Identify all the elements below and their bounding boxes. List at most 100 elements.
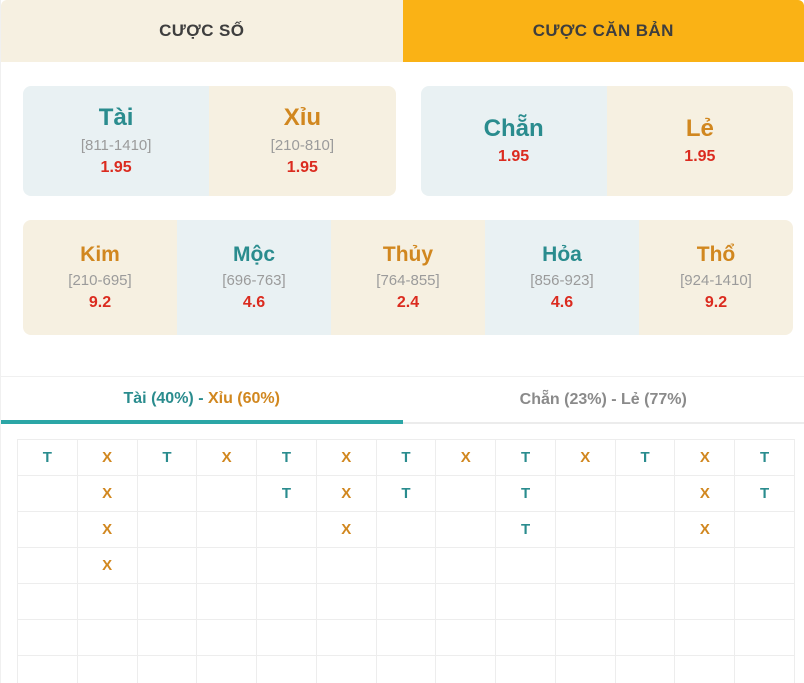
history-cell: T — [257, 476, 317, 512]
history-cell — [137, 584, 198, 620]
history-cell — [735, 656, 795, 683]
bet-odds: 1.95 — [286, 158, 318, 176]
bet-name: Tài — [98, 104, 134, 132]
bet-range: [856-923] — [530, 271, 594, 289]
history-tab-tai-xiu[interactable]: Tài (40%) - Xỉu (60%) — [1, 377, 403, 424]
history-cell — [735, 512, 795, 548]
history-tab-chan-le[interactable]: Chẵn (23%) - Lẻ (77%) — [402, 377, 804, 424]
bet-odds: 9.2 — [704, 293, 728, 311]
history-cell — [436, 620, 497, 656]
bet-range: [811-1410] — [80, 136, 152, 154]
bet-odds: 1.95 — [498, 147, 530, 165]
bet-range: [924-1410] — [680, 271, 752, 289]
history-cell: X — [316, 476, 377, 512]
tab-cuoc-can-ban[interactable]: CƯỢC CĂN BẢN — [402, 0, 804, 62]
bet-name: Hỏa — [542, 243, 582, 267]
bet-odds: 1.95 — [684, 147, 716, 165]
bet-range: [210-810] — [270, 136, 335, 154]
history-cell — [197, 548, 258, 584]
history-cell — [615, 620, 676, 656]
history-cell — [735, 620, 795, 656]
history-cell — [735, 584, 795, 620]
history-cell — [18, 512, 78, 548]
bet-option-thuy[interactable]: Thủy [764-855] 2.4 — [331, 220, 485, 335]
history-cell — [436, 548, 497, 584]
history-cell — [257, 656, 317, 683]
history-cell — [377, 656, 437, 683]
history-cell — [376, 512, 437, 548]
history-cell — [197, 620, 258, 656]
history-cell — [137, 512, 198, 548]
bet-option-tho[interactable]: Thổ [924-1410] 9.2 — [639, 220, 793, 335]
bet-option-tai[interactable]: Tài [811-1410] 1.95 — [23, 86, 210, 196]
bet-name: Lẻ — [685, 115, 714, 143]
history-cell: T — [376, 476, 437, 512]
bet-range: [764-855] — [376, 271, 440, 289]
history-tab-bar: Tài (40%) - Xỉu (60%) Chẵn (23%) - Lẻ (7… — [1, 377, 804, 424]
history-cell — [556, 656, 616, 683]
tab-cuoc-so[interactable]: CƯỢC SỐ — [1, 0, 403, 62]
history-cell — [675, 620, 736, 656]
bet-option-xiu[interactable]: Xỉu [210-810] 1.95 — [209, 86, 396, 196]
history-cell — [615, 512, 676, 548]
history-cell: X — [77, 548, 138, 584]
history-cell — [77, 584, 138, 620]
bet-name: Thủy — [382, 243, 434, 267]
history-cell — [18, 476, 78, 512]
top-tab-bar: CƯỢC SỐ CƯỢC CĂN BẢN — [1, 0, 804, 62]
bet-row-main: Tài [811-1410] 1.95 Xỉu [210-810] 1.95 C… — [23, 86, 793, 196]
history-cell: X — [436, 440, 497, 476]
history-cell: T — [496, 440, 556, 476]
history-cell — [615, 476, 676, 512]
history-cell — [138, 656, 198, 683]
history-cell — [615, 584, 676, 620]
history-cell: T — [735, 440, 795, 476]
history-cell — [436, 476, 497, 512]
history-cell — [436, 656, 497, 683]
history-cell: T — [376, 440, 437, 476]
bet-name: Chẵn — [483, 115, 544, 143]
history-cell — [675, 584, 736, 620]
history-cell — [137, 476, 198, 512]
bet-odds: 2.4 — [396, 293, 420, 311]
history-cell — [257, 584, 317, 620]
history-cell — [137, 548, 198, 584]
history-cell — [137, 620, 198, 656]
bet-name: Mộc — [233, 243, 275, 267]
history-cell: T — [735, 476, 795, 512]
bet-option-kim[interactable]: Kim [210-695] 9.2 — [23, 220, 177, 335]
history-cell — [197, 512, 258, 548]
bet-option-chan[interactable]: Chẵn 1.95 — [420, 86, 607, 196]
history-cell: T — [18, 440, 78, 476]
history-cell — [316, 620, 377, 656]
history-cell — [436, 584, 497, 620]
history-cell — [675, 656, 736, 683]
history-cell: T — [496, 476, 556, 512]
history-cell — [18, 584, 78, 620]
bet-option-hoa[interactable]: Hỏa [856-923] 4.6 — [485, 220, 639, 335]
history-cell: X — [675, 440, 736, 476]
history-cell — [197, 584, 258, 620]
history-cell — [555, 476, 616, 512]
bet-option-moc[interactable]: Mộc [696-763] 4.6 — [177, 220, 331, 335]
history-cell — [555, 584, 616, 620]
history-cell — [317, 656, 377, 683]
bet-option-le[interactable]: Lẻ 1.95 — [606, 86, 793, 196]
history-cell: X — [675, 512, 736, 548]
history-cell — [316, 584, 377, 620]
history-cell — [555, 620, 616, 656]
bet-name: Kim — [80, 243, 120, 267]
history-cell — [555, 548, 616, 584]
history-tab-label-tai: Tài (40%) - — [123, 389, 208, 407]
five-elements-group: Kim [210-695] 9.2 Mộc [696-763] 4.6 Thủy… — [23, 220, 793, 335]
history-cell — [496, 620, 556, 656]
history-cell — [257, 512, 317, 548]
bet-range: [210-695] — [68, 271, 132, 289]
history-cell — [496, 548, 556, 584]
history-cell — [616, 656, 676, 683]
history-cell: X — [675, 476, 736, 512]
history-cell — [436, 512, 497, 548]
history-cell — [735, 548, 795, 584]
